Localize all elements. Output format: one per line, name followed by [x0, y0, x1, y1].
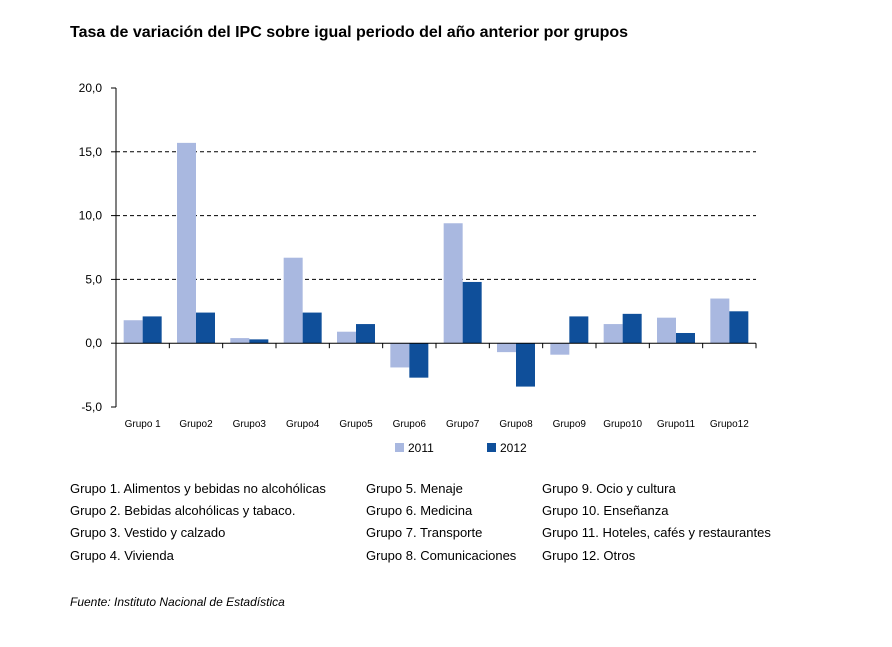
bar-2011-12 — [710, 298, 730, 344]
note-group-3: Grupo 3. Vestido y calzado — [70, 525, 226, 540]
x-tick-label: Grupo4 — [286, 419, 320, 430]
note-group-4: Grupo 4. Vivienda — [70, 548, 174, 563]
note-group-8: Grupo 8. Comunicaciones — [366, 548, 517, 563]
legend-swatch-2012 — [487, 443, 496, 452]
note-group-9: Grupo 9. Ocio y cultura — [542, 481, 676, 496]
note-group-11: Grupo 11. Hoteles, cafés y restaurantes — [542, 525, 771, 540]
x-tick-label: Grupo5 — [339, 419, 373, 430]
bar-2012-4 — [302, 312, 322, 344]
note-group-1: Grupo 1. Alimentos y bebidas no alcohóli… — [70, 481, 326, 496]
legend-label-2011: 2011 — [408, 441, 434, 455]
bar-2012-1 — [142, 316, 162, 344]
x-tick-label: Grupo 1 — [125, 419, 162, 430]
x-tick-label: Grupo10 — [603, 419, 642, 430]
note-group-7: Grupo 7. Transporte — [366, 525, 483, 540]
note-group-2: Grupo 2. Bebidas alcohólicas y tabaco. — [70, 503, 296, 518]
y-tick-label: 10,0 — [79, 209, 103, 223]
note-group-5: Grupo 5. Menaje — [366, 481, 463, 496]
x-tick-label: Grupo12 — [710, 419, 749, 430]
bar-2011-4 — [283, 257, 303, 344]
bar-2012-3 — [249, 339, 269, 344]
bar-2011-1 — [123, 320, 143, 344]
bar-2012-9 — [569, 316, 589, 344]
x-tick-label: Grupo6 — [393, 419, 427, 430]
bar-2011-6 — [390, 343, 410, 368]
bar-2012-5 — [356, 324, 375, 344]
bar-2011-2 — [177, 142, 196, 344]
bar-2012-11 — [676, 332, 695, 344]
bar-2012-6 — [409, 343, 429, 378]
bar-2011-5 — [337, 331, 356, 344]
y-tick-label: 15,0 — [79, 145, 103, 159]
y-tick-label: 20,0 — [79, 81, 103, 95]
bar-2011-9 — [550, 343, 570, 355]
bar-2011-10 — [603, 324, 623, 344]
y-tick-label: -5,0 — [81, 400, 102, 414]
x-tick-label: Grupo8 — [499, 419, 533, 430]
bar-2011-3 — [230, 338, 250, 344]
legend-label-2012: 2012 — [500, 441, 527, 455]
y-tick-label: 5,0 — [85, 272, 102, 286]
y-tick-label: 0,0 — [85, 336, 102, 350]
x-tick-label: Grupo7 — [446, 419, 480, 430]
legend-swatch-2011 — [395, 443, 404, 452]
bar-2011-7 — [443, 223, 463, 344]
bar-2011-8 — [497, 343, 516, 353]
bar-2012-10 — [622, 313, 642, 344]
x-tick-label: Grupo2 — [179, 419, 213, 430]
bar-2012-2 — [196, 312, 215, 344]
bar-2012-7 — [462, 281, 482, 344]
source-note: Fuente: Instituto Nacional de Estadístic… — [70, 595, 285, 609]
x-tick-label: Grupo3 — [233, 419, 267, 430]
note-group-6: Grupo 6. Medicina — [366, 503, 473, 518]
bar-chart: 20,0 15,0 10,0 5,0 0,0 -5,0 Grupo 1 Grupo2 Grupo… — [79, 81, 757, 455]
bar-2012-8 — [516, 343, 535, 387]
bar-2012-12 — [729, 311, 749, 344]
x-tick-label: Grupo9 — [553, 419, 587, 430]
x-tick-label: Grupo11 — [657, 419, 696, 430]
note-group-10: Grupo 10. Enseñanza — [542, 503, 669, 518]
bar-2011-11 — [657, 317, 676, 344]
chart-title: Tasa de variación del IPC sobre igual pe… — [70, 24, 629, 41]
note-group-12: Grupo 12. Otros — [542, 548, 636, 563]
